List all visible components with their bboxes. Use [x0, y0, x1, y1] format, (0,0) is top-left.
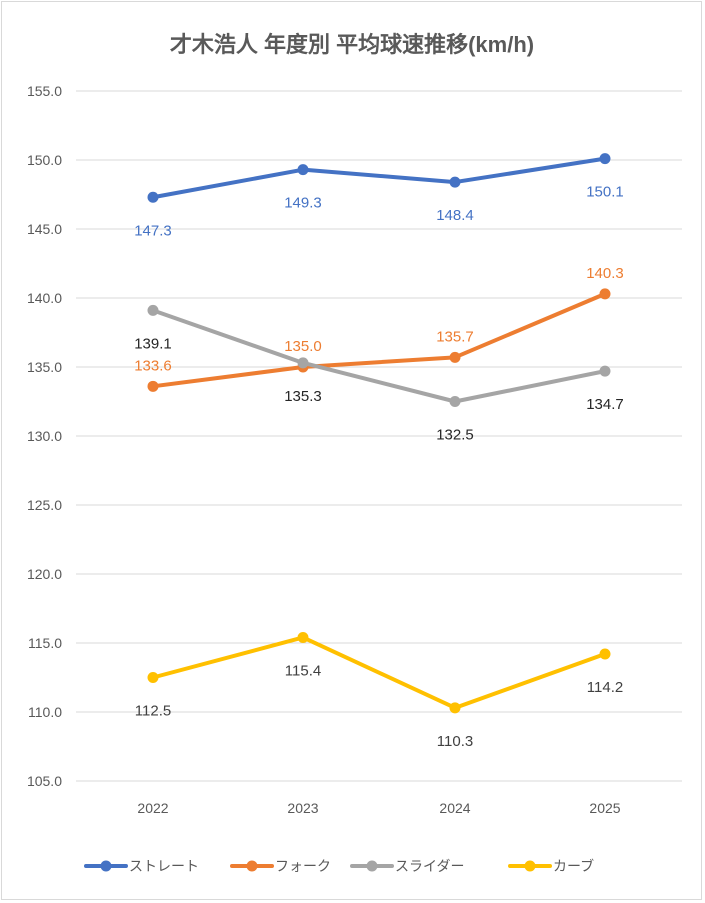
legend: ストレート フォーク スライダー カーブ [84, 858, 594, 874]
data-label: 135.7 [436, 328, 474, 345]
data-point [297, 631, 309, 643]
data-label: 115.4 [285, 662, 321, 679]
data-label: 147.3 [134, 222, 172, 239]
legend-label: スライダー [395, 858, 464, 874]
data-point [147, 304, 159, 316]
data-point [449, 396, 461, 407]
y-tick-label: 125.0 [27, 497, 62, 513]
data-label: 135.0 [284, 338, 322, 355]
data-point [599, 153, 611, 165]
series-line [151, 635, 607, 710]
data-label: 110.3 [437, 733, 473, 750]
legend-marker [524, 860, 536, 872]
data-point [599, 288, 611, 300]
y-axis-tick-labels: 105.0 110.0 115.0 120.0 125.0 130.0 135.0 140.0… [27, 83, 62, 789]
data-label: 148.4 [436, 207, 474, 224]
legend-marker [366, 860, 378, 872]
data-label: 140.3 [586, 265, 624, 282]
y-tick-label: 140.0 [27, 290, 62, 306]
y-tick-label: 105.0 [27, 773, 62, 789]
series-line [151, 291, 607, 389]
data-label: 135.3 [284, 388, 322, 405]
data-label: 114.2 [587, 679, 623, 696]
data-point [449, 351, 461, 363]
y-tick-label: 130.0 [27, 428, 62, 444]
data-point [449, 176, 461, 188]
y-tick-label: 110.0 [28, 704, 62, 720]
gridlines [76, 90, 682, 782]
y-tick-label: 115.0 [28, 635, 62, 651]
x-tick-label: 2022 [137, 800, 168, 816]
series-line [151, 156, 607, 200]
data-point [449, 702, 461, 714]
data-point [599, 648, 611, 660]
y-tick-label: 155.0 [27, 83, 62, 99]
data-point [147, 380, 159, 392]
data-point [297, 357, 309, 369]
x-tick-label: 2025 [589, 800, 620, 816]
x-tick-label: 2023 [287, 800, 318, 816]
data-label: 134.7 [586, 396, 624, 413]
data-point [297, 164, 309, 176]
legend-label: フォーク [275, 858, 331, 874]
data-point [599, 365, 611, 377]
legend-label: カーブ [553, 858, 594, 874]
data-point [147, 191, 159, 203]
data-label: 133.6 [134, 357, 172, 374]
legend-marker [100, 860, 112, 872]
y-tick-label: 135.0 [27, 359, 62, 375]
x-tick-label: 2024 [439, 800, 470, 816]
chart-title: 才木浩人 年度別 平均球速推移(km/h) [170, 32, 534, 57]
series-lines [147, 153, 611, 714]
data-labels: 147.3 149.3 148.4 150.1 133.6 135.0 135.7 140.3… [134, 184, 624, 750]
data-label: 139.1 [134, 335, 172, 352]
legend-marker [246, 860, 258, 872]
data-label: 132.5 [436, 427, 474, 444]
data-label: 112.5 [135, 703, 171, 720]
data-label: 150.1 [586, 184, 624, 201]
data-point [147, 672, 159, 683]
y-tick-label: 150.0 [27, 152, 62, 168]
legend-label: ストレート [129, 858, 199, 874]
y-tick-label: 145.0 [27, 221, 62, 237]
data-label: 149.3 [284, 195, 322, 212]
series-line [151, 308, 607, 404]
x-axis-tick-labels: 2022 2023 2024 2025 [137, 800, 620, 816]
y-tick-label: 120.0 [27, 566, 62, 582]
